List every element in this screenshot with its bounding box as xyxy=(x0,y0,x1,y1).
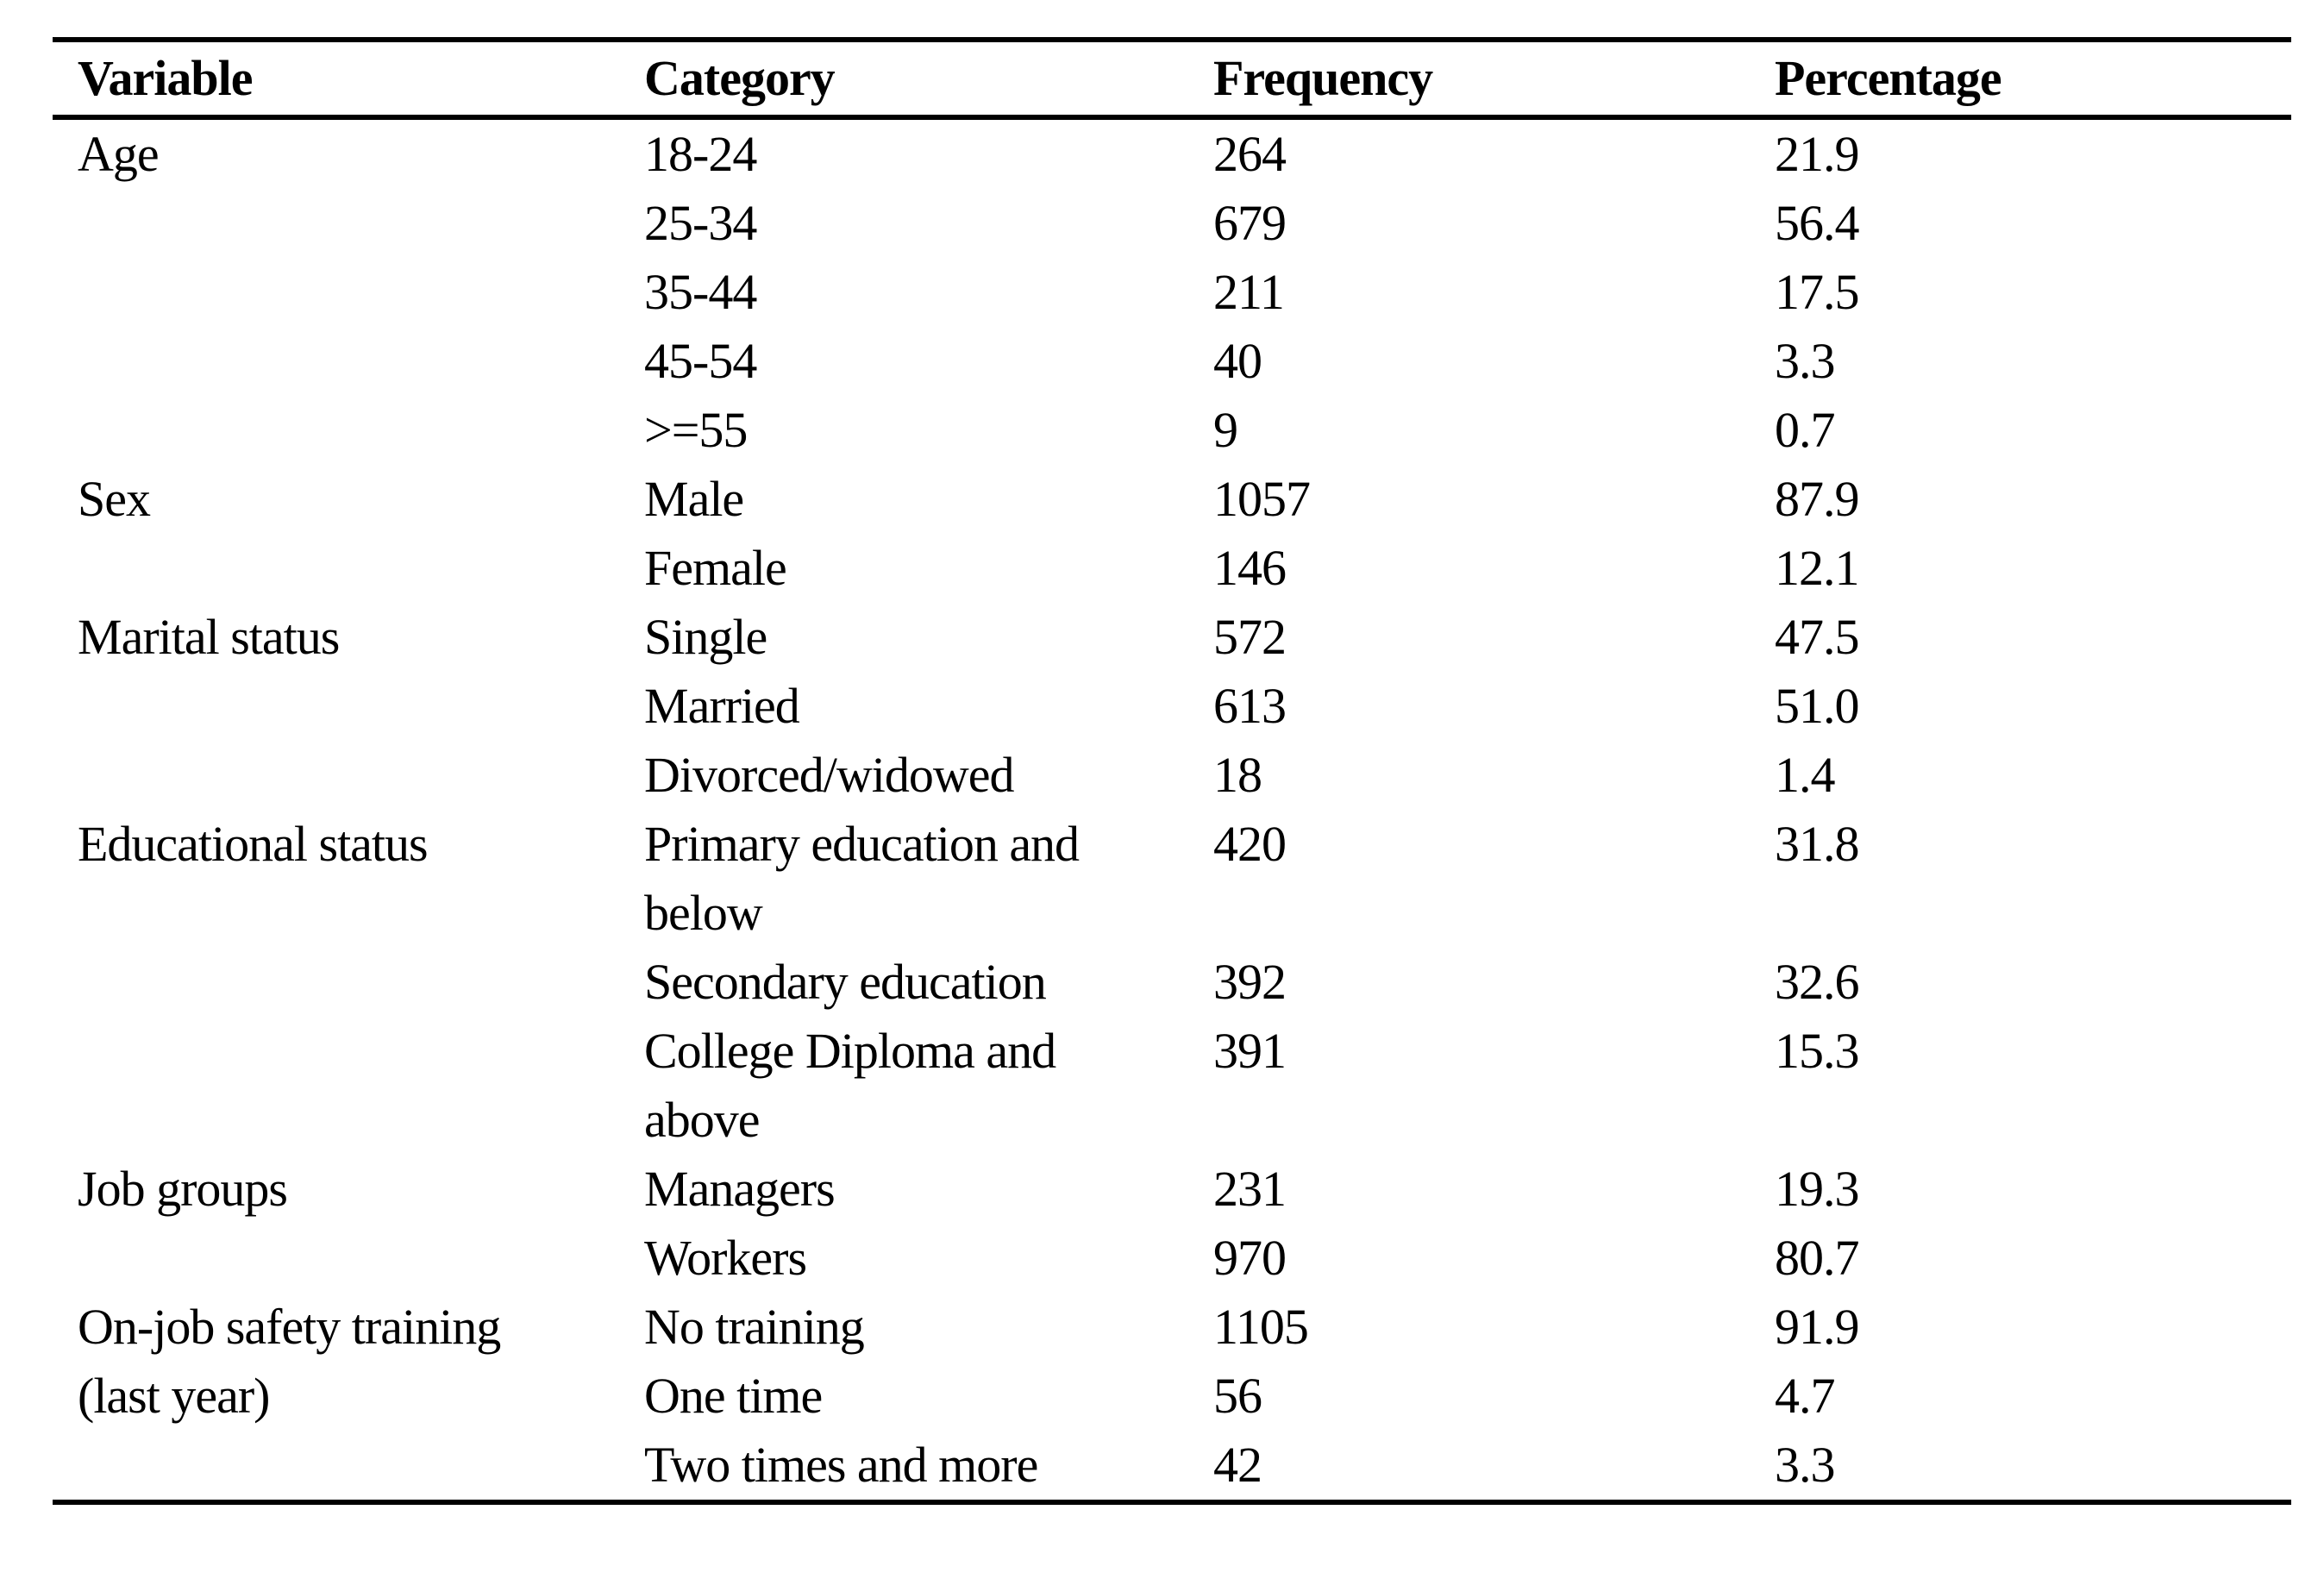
category-cell: 25-34 xyxy=(644,195,757,251)
table-row: Sex Male 1057 87.9 xyxy=(53,465,2291,534)
percentage-cell: 87.9 xyxy=(1775,471,1860,527)
percentage-cell: 4.7 xyxy=(1775,1368,1836,1424)
table-row: Age 18-24 264 21.9 xyxy=(53,117,2291,189)
frequency-cell: 146 xyxy=(1213,540,1287,596)
frequency-cell: 392 xyxy=(1213,954,1287,1010)
percentage-cell: 1.4 xyxy=(1775,747,1836,803)
column-header-frequency: Frequency xyxy=(1213,40,1775,120)
table-row: On-job safety training (last year) No tra… xyxy=(53,1293,2291,1424)
table-row: Marital status Single 572 47.5 xyxy=(53,603,2291,672)
percentage-cell: 31.8 xyxy=(1775,816,1860,872)
category-cell: Married xyxy=(644,678,800,734)
frequency-cell: 572 xyxy=(1213,609,1287,665)
percentage-cell: 47.5 xyxy=(1775,609,1860,665)
variable-cell: Job groups xyxy=(78,1161,288,1217)
header-row: Variable Category Frequency Percentage xyxy=(53,40,2291,120)
table-row: Female 146 12.1 xyxy=(53,534,2291,603)
category-cell: One time xyxy=(644,1368,823,1424)
category-cell: Divorced/widowed xyxy=(644,747,1015,803)
percentage-cell: 17.5 xyxy=(1775,264,1860,320)
table-row: 35-44 211 17.5 xyxy=(53,258,2291,327)
table-row: Secondary education 392 32.6 xyxy=(53,948,2291,1017)
category-cell: Managers xyxy=(644,1161,836,1217)
variable-cell: Sex xyxy=(78,471,151,527)
variable-cell: Educational status xyxy=(78,816,429,872)
category-cell: >=55 xyxy=(644,402,748,458)
frequency-cell: 679 xyxy=(1213,195,1287,251)
frequency-cell: 42 xyxy=(1213,1437,1262,1493)
percentage-cell: 56.4 xyxy=(1775,195,1860,251)
table-row: Job groups Managers 231 19.3 xyxy=(53,1155,2291,1224)
demographics-table: Variable Category Frequency Percentage A… xyxy=(53,37,2291,1505)
percentage-cell: 3.3 xyxy=(1775,333,1836,389)
percentage-cell: 15.3 xyxy=(1775,1023,1860,1079)
table-row: 25-34 679 56.4 xyxy=(53,189,2291,258)
table-row: Married 613 51.0 xyxy=(53,672,2291,741)
frequency-cell: 1057 xyxy=(1213,471,1311,527)
variable-cell: On-job safety training (last year) xyxy=(78,1299,501,1424)
frequency-cell: 56 xyxy=(1213,1368,1262,1424)
frequency-cell: 9 xyxy=(1213,402,1238,458)
table-body: Age 18-24 264 21.9 25-34 679 56.4 35-44 211 17.5 4… xyxy=(53,117,2291,1502)
percentage-cell: 12.1 xyxy=(1775,540,1860,596)
percentage-cell: 80.7 xyxy=(1775,1230,1860,1286)
frequency-cell: 1105 xyxy=(1213,1299,1309,1355)
category-cell: Secondary education xyxy=(644,954,1047,1010)
category-cell: 45-54 xyxy=(644,333,757,389)
table-row: Divorced/widowed 18 1.4 xyxy=(53,741,2291,810)
column-header-category: Category xyxy=(644,40,1213,120)
column-header-variable: Variable xyxy=(53,40,644,120)
percentage-cell: 19.3 xyxy=(1775,1161,1860,1217)
frequency-cell: 40 xyxy=(1213,333,1262,389)
category-cell: Female xyxy=(644,540,787,596)
category-cell: 18-24 xyxy=(644,126,757,182)
table-row: Workers 970 80.7 xyxy=(53,1224,2291,1293)
variable-cell: Marital status xyxy=(78,609,340,665)
percentage-cell: 3.3 xyxy=(1775,1437,1836,1493)
percentage-cell: 32.6 xyxy=(1775,954,1860,1010)
percentage-cell: 21.9 xyxy=(1775,126,1860,182)
frequency-cell: 970 xyxy=(1213,1230,1287,1286)
category-cell: Male xyxy=(644,471,744,527)
table-row: College Diploma and above 391 15.3 xyxy=(53,1017,2291,1155)
category-cell: 35-44 xyxy=(644,264,757,320)
percentage-cell: 0.7 xyxy=(1775,402,1836,458)
table-row: >=55 9 0.7 xyxy=(53,396,2291,465)
category-cell: Workers xyxy=(644,1230,807,1286)
column-header-percentage: Percentage xyxy=(1775,40,2291,120)
category-cell: No training xyxy=(644,1299,865,1355)
percentage-cell: 91.9 xyxy=(1775,1299,1860,1355)
frequency-cell: 420 xyxy=(1213,816,1287,872)
table-header: Variable Category Frequency Percentage xyxy=(53,40,2291,120)
frequency-cell: 18 xyxy=(1213,747,1262,803)
category-cell: Primary education and below xyxy=(644,816,1080,941)
frequency-cell: 264 xyxy=(1213,126,1287,182)
frequency-cell: 211 xyxy=(1213,264,1285,320)
frequency-cell: 613 xyxy=(1213,678,1287,734)
table-row: Educational status Primary education and … xyxy=(53,810,2291,948)
table-row: 45-54 40 3.3 xyxy=(53,327,2291,396)
category-cell: Two times and more xyxy=(644,1437,1038,1493)
frequency-cell: 231 xyxy=(1213,1161,1287,1217)
table-row: Two times and more 42 3.3 xyxy=(53,1431,2291,1502)
table-row: One time 56 4.7 xyxy=(53,1362,2291,1431)
percentage-cell: 51.0 xyxy=(1775,678,1860,734)
category-cell: College Diploma and above xyxy=(644,1023,1056,1148)
variable-cell: Age xyxy=(78,126,160,182)
category-cell: Single xyxy=(644,609,767,665)
frequency-cell: 391 xyxy=(1213,1023,1287,1079)
